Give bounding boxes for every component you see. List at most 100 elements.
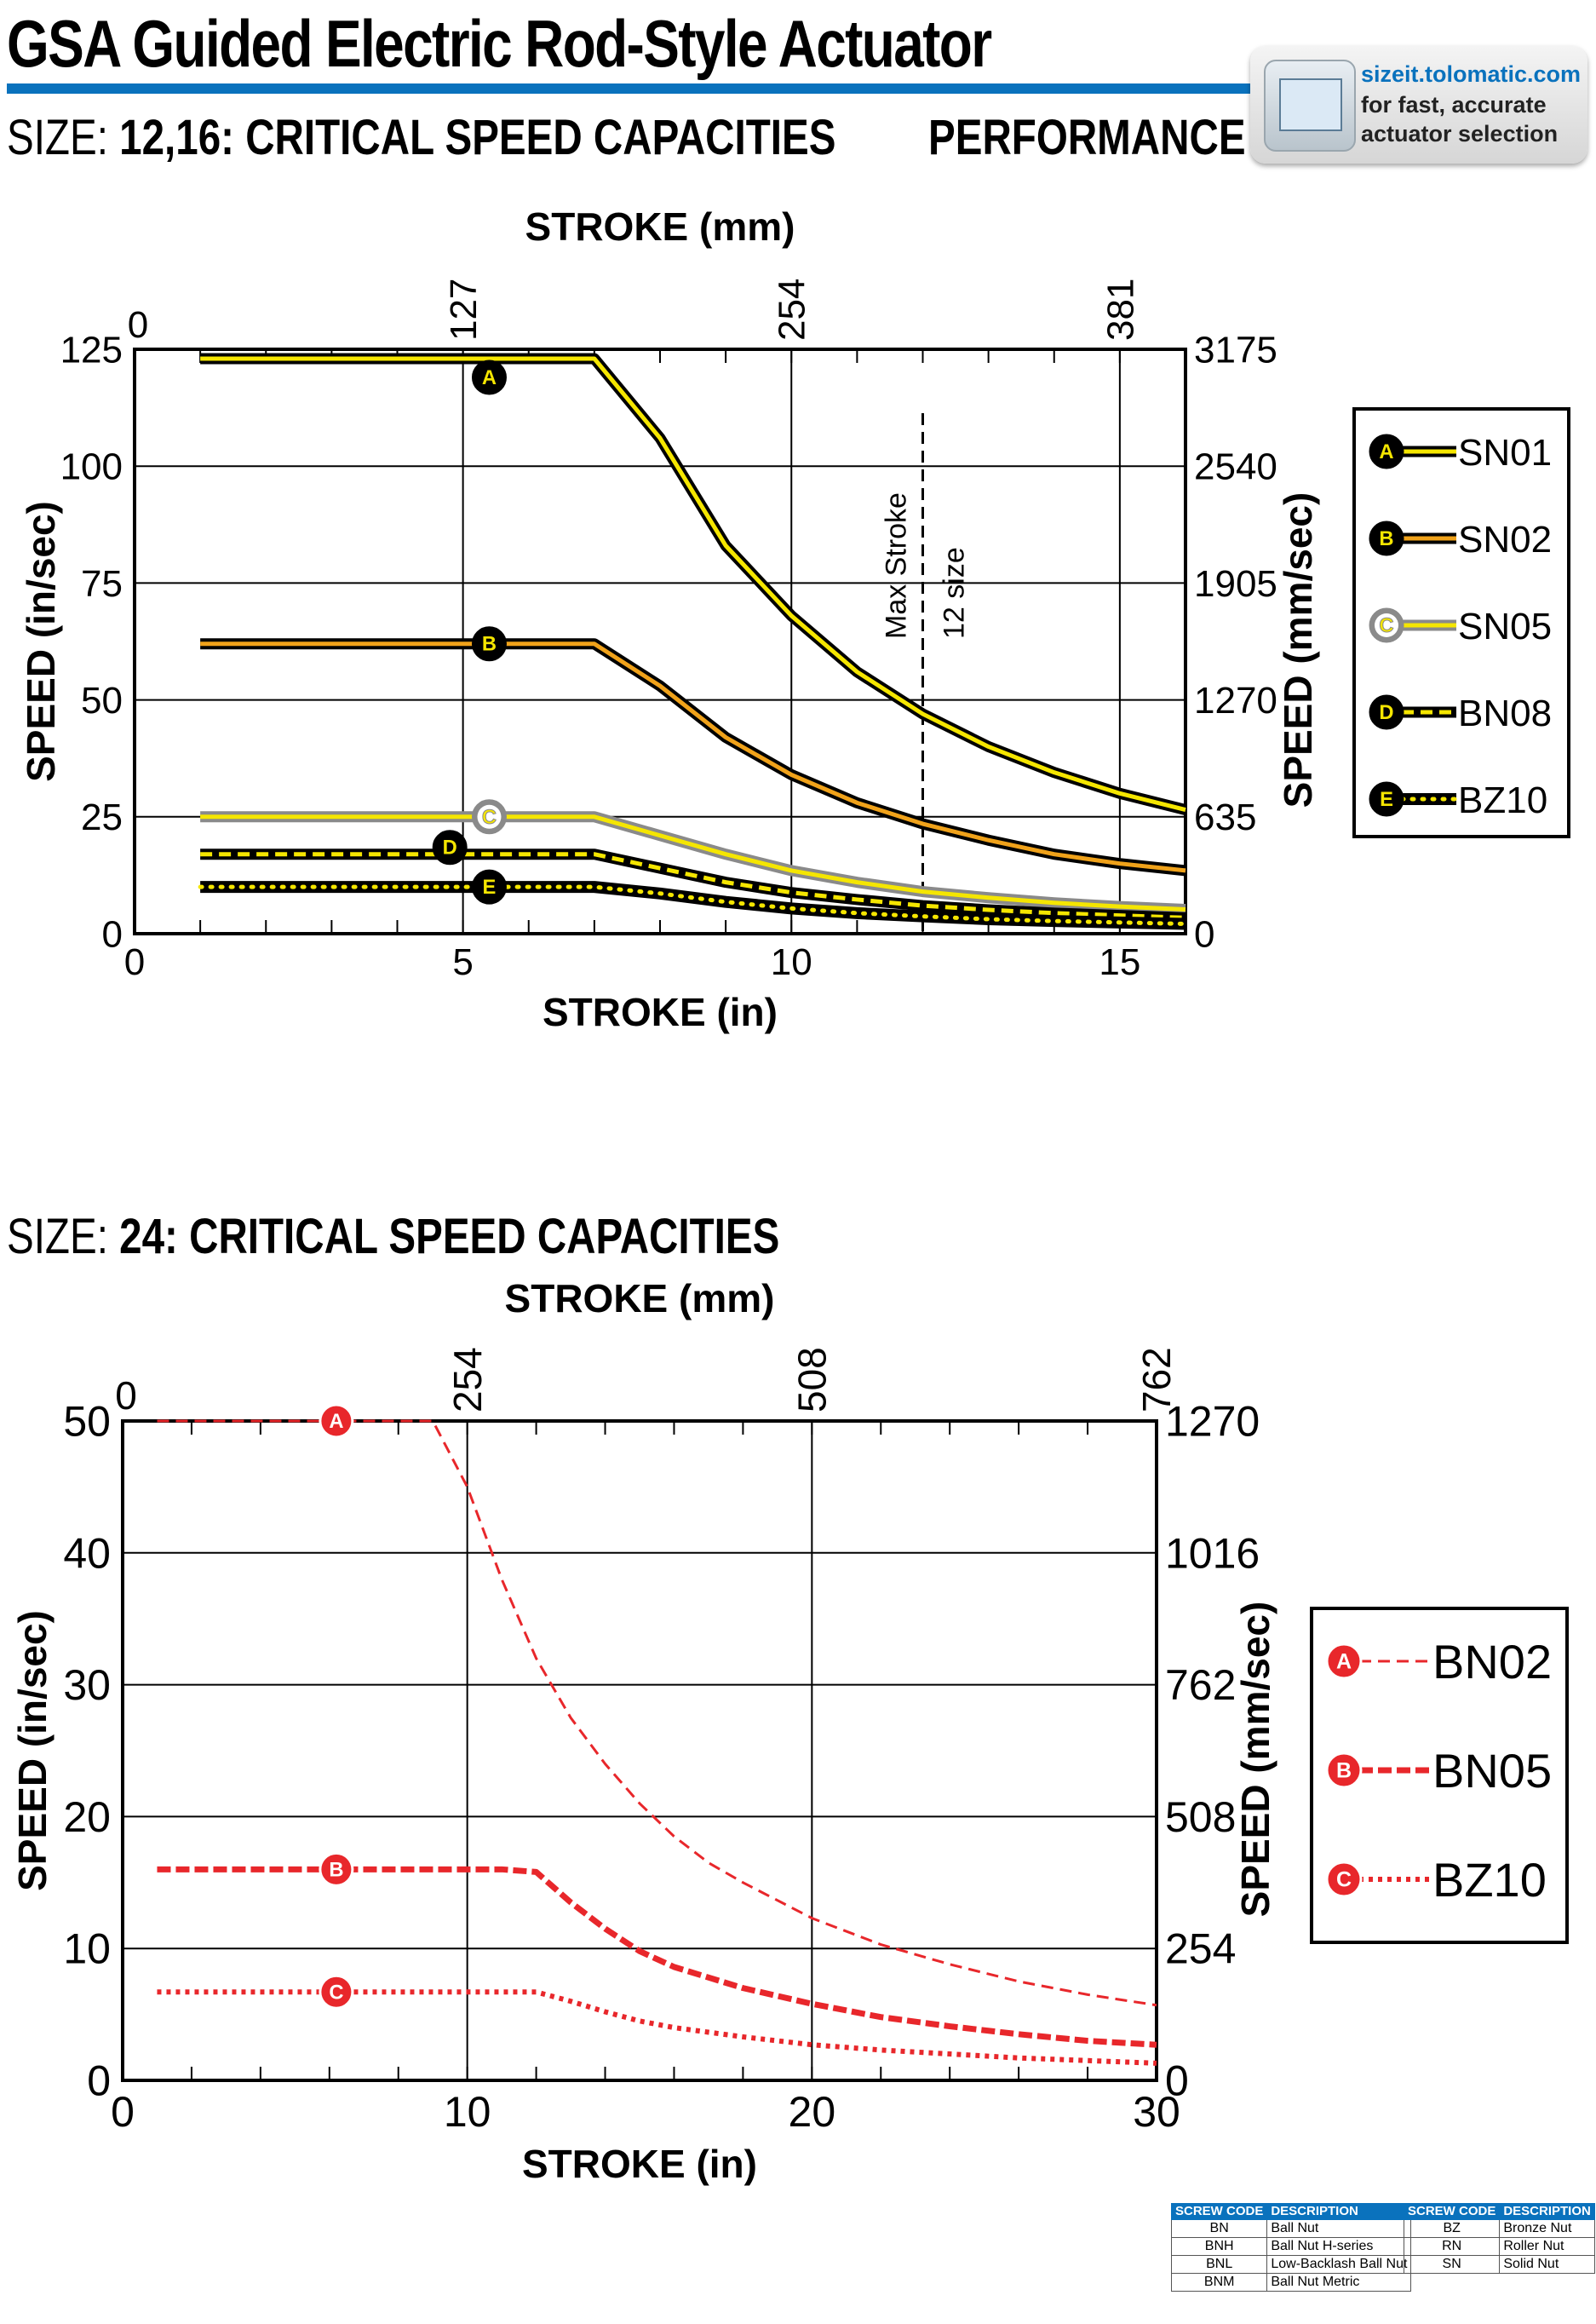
- series-marker-d-circle: [432, 830, 468, 866]
- series-marker-c-label: C: [329, 1981, 343, 2004]
- x2-axis-title: STROKE (mm): [505, 1276, 775, 1320]
- legend-label: SN05: [1458, 606, 1552, 647]
- table-row: BNL Low-Backlash Ball Nut: [1170, 2255, 1412, 2274]
- table-cell: Ball Nut Metric: [1266, 2273, 1412, 2292]
- series-bz10: C: [157, 1974, 1157, 2066]
- series-bn02: A: [157, 1403, 1157, 2007]
- x2-tick-label: 0: [128, 304, 148, 346]
- y2-tick-label: 1270: [1194, 680, 1277, 722]
- table-cell: Ball Nut H-series: [1266, 2237, 1412, 2256]
- size-label: SIZE:: [7, 110, 108, 165]
- sizeit-url[interactable]: sizeit.tolomatic.com: [1361, 61, 1582, 87]
- legend-marker-c-label: C: [1336, 1867, 1352, 1891]
- legend-marker-c-inner: [1375, 613, 1398, 637]
- series-line-bn05: [157, 1866, 1157, 2048]
- series-marker-e-circle: [471, 869, 507, 905]
- x2-tick-label: 254: [772, 279, 813, 341]
- legend-item-bz10: E BZ10: [1369, 779, 1547, 821]
- legend-marker-e-circle: [1369, 781, 1404, 817]
- y2-axis-title: SPEED (mm/sec): [1276, 492, 1320, 808]
- table-cell: Roller Nut: [1499, 2237, 1595, 2256]
- y2-tick-label: 508: [1165, 1793, 1236, 1841]
- series-marker-c-inner: [477, 804, 502, 829]
- y-tick-label: 40: [63, 1529, 111, 1577]
- y2-axis-title: SPEED (mm/sec): [1233, 1602, 1277, 1918]
- legend-item-sn05: C SN05: [1369, 606, 1552, 647]
- screw-code-table-right: SCREW CODE DESCRIPTION BZ Bronze Nut RN Ro…: [1403, 2203, 1595, 2274]
- x-tick-label: 10: [771, 941, 812, 983]
- series-marker-b-label: B: [482, 633, 497, 656]
- legend-marker-c-label: C: [1379, 614, 1393, 637]
- series-marker-c-label: C: [482, 806, 497, 829]
- series-sn02: B: [200, 626, 1186, 877]
- series-line-bz10: [157, 1989, 1157, 2066]
- table-cell: BNL: [1170, 2255, 1268, 2274]
- x-tick-label: 20: [789, 2088, 836, 2136]
- series-line-bn08: [200, 852, 1186, 920]
- legend-marker-b-label: B: [1379, 527, 1393, 550]
- max-stroke-label: Max Stroke: [881, 492, 913, 639]
- table-row: BNH Ball Nut H-series: [1170, 2237, 1412, 2256]
- series-sn01: A: [200, 353, 1187, 815]
- table-header: SCREW CODE: [1403, 2203, 1501, 2220]
- series-marker-e-label: E: [483, 876, 497, 899]
- series-marker-b-label: B: [329, 1858, 343, 1881]
- y-tick-label: 100: [60, 446, 123, 488]
- x-tick-label: 30: [1133, 2088, 1180, 2136]
- section2-title: 24: CRITICAL SPEED CAPACITIES: [119, 1209, 780, 1264]
- legend-label: BZ10: [1458, 779, 1547, 821]
- legend-box: [1310, 1607, 1569, 1944]
- series-bn08: D: [200, 830, 1186, 923]
- legend-marker-b-label: B: [1336, 1758, 1352, 1782]
- screw-code-table-left: SCREW CODE DESCRIPTION BN Ball Nut BNH Bal…: [1170, 2203, 1412, 2292]
- section1-title: 12,16: CRITICAL SPEED CAPACITIES: [119, 110, 836, 165]
- title-underline: [7, 83, 1252, 94]
- legend-marker-a-circle: [1325, 1642, 1363, 1680]
- x2-axis-title: STROKE (mm): [525, 204, 795, 249]
- x-tick-label: 5: [452, 941, 473, 983]
- x-tick-label: 0: [111, 2088, 135, 2136]
- y2-tick-label: 0: [1165, 2057, 1189, 2105]
- table-row: BNM Ball Nut Metric: [1170, 2273, 1412, 2292]
- table-cell: BN: [1170, 2219, 1268, 2238]
- table-header: SCREW CODE: [1170, 2203, 1268, 2220]
- y-tick-label: 0: [87, 2057, 111, 2105]
- badge-line3: actuator selection: [1361, 121, 1559, 147]
- table-row: SN Solid Nut: [1403, 2255, 1595, 2274]
- legend: A BN02 B BN05 C BZ10: [1310, 1607, 1569, 1944]
- table-header: DESCRIPTION: [1266, 2203, 1412, 2220]
- table-header: DESCRIPTION: [1499, 2203, 1595, 2220]
- legend-item-bn08: D BN08: [1369, 693, 1552, 734]
- table-cell: BNM: [1170, 2273, 1268, 2292]
- size-label-2: SIZE:: [7, 1209, 108, 1264]
- legend-label: BN08: [1458, 693, 1552, 734]
- series-line-sn02: [200, 641, 1186, 873]
- y2-tick-label: 635: [1194, 797, 1256, 838]
- table-cell: RN: [1403, 2237, 1501, 2256]
- sizeit-badge[interactable]: sizeit.tolomatic.com for fast, accurate …: [1250, 46, 1587, 164]
- table-cell: SN: [1403, 2255, 1501, 2274]
- legend-label: BZ10: [1432, 1853, 1547, 1907]
- series-marker-b-circle: [471, 626, 507, 662]
- series-line-bn02: [157, 1419, 1157, 2007]
- series-marker-d-label: D: [443, 837, 457, 860]
- x2-tick-label: 0: [115, 1373, 137, 1418]
- plot-frame: [133, 348, 1187, 935]
- legend-marker-b-circle: [1325, 1752, 1363, 1789]
- legend-item-sn02: B SN02: [1369, 519, 1552, 561]
- series-line-bz10: [198, 884, 1188, 926]
- table-cell: BNH: [1170, 2237, 1268, 2256]
- max-stroke-size-label: 12 size: [939, 547, 971, 639]
- series-line-sn01: [200, 353, 1187, 815]
- series-line-sn02: [200, 638, 1186, 877]
- y-tick-label: 0: [102, 913, 123, 955]
- y-axis-title: SPEED (in/sec): [10, 1610, 55, 1891]
- legend-marker-d-circle: [1369, 694, 1404, 730]
- y-tick-label: 50: [63, 1398, 111, 1446]
- series-bn05: B: [157, 1851, 1157, 2048]
- legend-marker-b-circle: [1369, 521, 1404, 556]
- page-title: GSA Guided Electric Rod-Style Actuator: [7, 6, 992, 81]
- x-axis-title: STROKE (in): [522, 2142, 757, 2186]
- table-row: BN Ball Nut: [1170, 2219, 1412, 2238]
- series-marker-a-circle: [319, 1403, 354, 1439]
